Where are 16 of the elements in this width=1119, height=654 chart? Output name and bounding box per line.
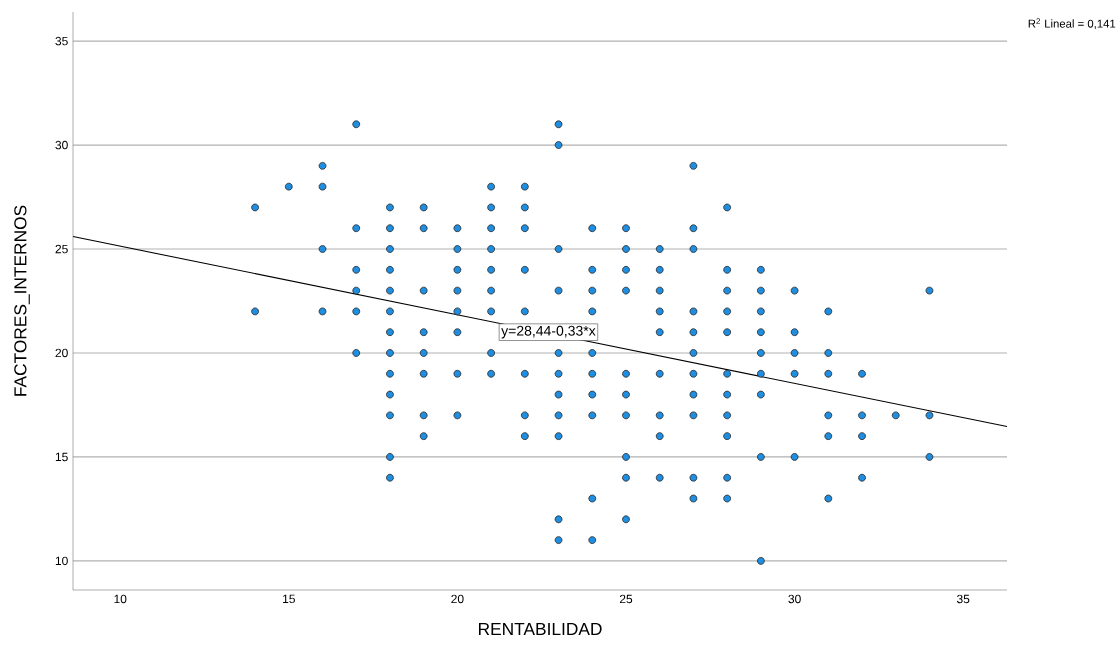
y-axis-title: FACTORES_INTERNOS xyxy=(14,205,30,396)
x-tick-label: 15 xyxy=(283,594,295,604)
y-tick-label: 35 xyxy=(55,36,68,46)
x-tick-label: 35 xyxy=(956,594,970,604)
y-tick-label: 10 xyxy=(55,556,68,566)
y-tick-label: 20 xyxy=(55,348,68,358)
y-tick-label: 30 xyxy=(55,140,68,150)
x-tick-label: 30 xyxy=(788,594,801,604)
y-tick-label: 15 xyxy=(55,452,68,462)
annotation: y=28,44-0,33*x xyxy=(501,325,596,339)
x-axis-title: RENTABILIDAD xyxy=(478,623,602,635)
y-tick-label: 25 xyxy=(55,244,68,254)
x-tick-label: 25 xyxy=(619,594,633,604)
x-tick-label: 10 xyxy=(114,594,127,604)
x-tick-label: 20 xyxy=(451,594,464,604)
text: R$^{2}$ Lineal = 0,141 xyxy=(1028,18,1116,30)
